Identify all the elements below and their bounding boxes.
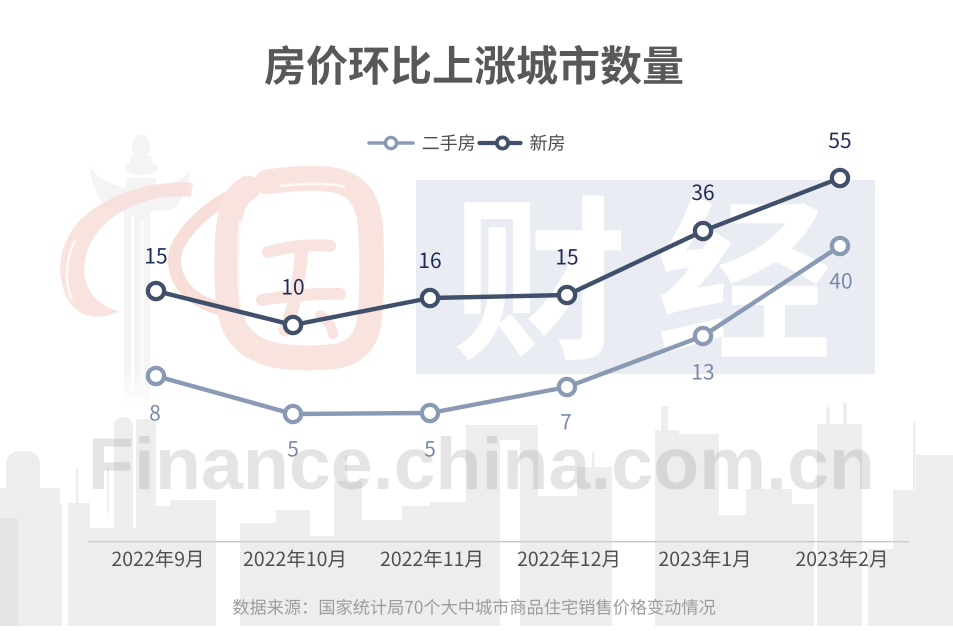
svg-text:Finance.china.com.cn: Finance.china.com.cn: [88, 424, 875, 505]
